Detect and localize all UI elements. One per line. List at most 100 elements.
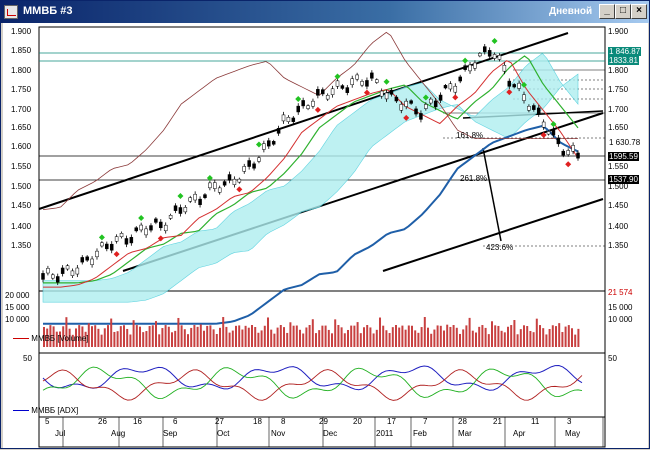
month-label-4: Nov xyxy=(271,429,286,438)
volume-bar-57 xyxy=(225,326,228,347)
volume-bar-128 xyxy=(452,325,455,347)
price-tick-2: 1.800 xyxy=(11,66,32,75)
volume-bar-67 xyxy=(257,332,260,347)
price-right-tick-8: 1.400 xyxy=(608,222,629,231)
candle-body-90 xyxy=(482,46,487,53)
price-right-tick-1: 1.800 xyxy=(608,66,629,75)
candle-body-93 xyxy=(497,55,502,60)
volume-bar-34 xyxy=(151,325,154,347)
volume-bar-45 xyxy=(187,334,189,347)
chart-app-icon[interactable] xyxy=(4,5,18,19)
candle-body-86 xyxy=(463,65,467,70)
close-button[interactable]: × xyxy=(631,4,647,19)
volume-bar-9 xyxy=(71,334,74,347)
candle-body-50 xyxy=(286,117,291,122)
volume-bar-62 xyxy=(241,329,244,347)
fractal-down-8 xyxy=(540,131,547,138)
month-label-5: Dec xyxy=(323,429,338,438)
volume-bar-84 xyxy=(311,319,314,347)
volume-bar-53 xyxy=(212,329,215,347)
volume-bar-72 xyxy=(273,333,276,347)
candle-body-46 xyxy=(267,140,271,147)
adx-pane[interactable] xyxy=(38,352,606,418)
candle-body-83 xyxy=(448,83,453,90)
volume-bar-78 xyxy=(292,325,295,347)
candle-body-7 xyxy=(75,267,80,275)
volume-bar-108 xyxy=(388,332,391,347)
volume-bar-125 xyxy=(443,330,445,347)
volume-bar-70 xyxy=(267,317,269,347)
chart-svg[interactable] xyxy=(3,23,648,448)
volume-bar-146 xyxy=(510,325,513,347)
day-label-8: 20 xyxy=(353,417,362,426)
candle-body-40 xyxy=(237,178,242,183)
month-label-9: Apr xyxy=(513,429,526,438)
volume-bar-166 xyxy=(574,334,577,347)
volume-bar-111 xyxy=(398,327,401,347)
channel-upper xyxy=(38,32,569,210)
price-marker-5: 1537.90 xyxy=(608,175,639,184)
cloud-band xyxy=(42,52,579,303)
fractal-up-10 xyxy=(491,38,498,45)
volume-bar-115 xyxy=(411,325,413,347)
volume-bar-8 xyxy=(68,328,71,347)
candle-body-28 xyxy=(178,207,183,214)
volume-bar-103 xyxy=(372,333,375,347)
volume-legend-text: ММВБ [Volume] xyxy=(31,334,89,343)
volume-bar-98 xyxy=(356,322,359,347)
volume-bar-18 xyxy=(100,334,103,347)
month-label-8: Mar xyxy=(458,429,472,438)
volume-bar-61 xyxy=(238,325,241,347)
minimize-button[interactable]: _ xyxy=(599,4,615,19)
adx-legend-text: ММВБ [ADX] xyxy=(31,406,79,415)
volume-bar-97 xyxy=(353,325,356,347)
maximize-button[interactable]: □ xyxy=(615,4,631,19)
candle-body-75 xyxy=(409,100,413,104)
volume-bar-109 xyxy=(391,327,394,347)
candle-body-61 xyxy=(340,85,345,89)
fractal-down-2 xyxy=(236,186,243,193)
candle-body-78 xyxy=(424,104,428,109)
candle-body-2 xyxy=(51,274,55,279)
fractal-up-6 xyxy=(334,73,341,80)
day-label-10: 7 xyxy=(423,417,428,426)
volume-bar-66 xyxy=(254,327,257,347)
candle-body-66 xyxy=(365,80,369,87)
volume-bar-143 xyxy=(500,330,503,347)
volume-bar-35 xyxy=(155,321,157,347)
fractal-up-3 xyxy=(206,175,213,182)
volume-bar-145 xyxy=(507,326,509,347)
volume-bar-4 xyxy=(55,331,58,347)
volume-last-value: 21 574 xyxy=(608,288,633,297)
day-label-14: 3 xyxy=(567,417,572,426)
moving-average-green xyxy=(43,55,579,284)
volume-bar-26 xyxy=(126,328,129,347)
volume-bar-90 xyxy=(331,333,333,347)
volume-bar-38 xyxy=(164,325,167,347)
month-label-1: Aug xyxy=(111,429,126,438)
volume-bar-74 xyxy=(279,325,282,347)
moving-average-red xyxy=(43,60,579,288)
volume-legend: ММВБ [Volume] xyxy=(13,334,89,343)
month-label-10: May xyxy=(565,429,581,438)
chart-area[interactable]: 1.900 1.850 1.800 1.750 1.700 1.650 1.600 1.550… xyxy=(3,23,648,448)
candle-body-14 xyxy=(109,243,114,251)
volume-bar-63 xyxy=(244,325,247,347)
month-label-0: Jul xyxy=(55,429,66,438)
volume-tick-15000: 15 000 xyxy=(5,303,30,312)
volume-bar-110 xyxy=(395,325,397,347)
fractal-up-4 xyxy=(255,141,262,148)
title-bar[interactable]: ММВБ #3 Дневной _ □ × xyxy=(1,1,649,23)
volume-bar-158 xyxy=(548,328,551,347)
adx-tick-50: 50 xyxy=(23,354,32,363)
volume-bar-167 xyxy=(577,328,580,347)
candle-body-68 xyxy=(375,79,379,83)
volume-bar-156 xyxy=(542,328,545,347)
volume-bar-82 xyxy=(305,327,308,347)
candle-body-103 xyxy=(546,131,551,135)
candle-body-95 xyxy=(507,80,512,87)
volume-bar-134 xyxy=(471,330,474,347)
volume-bar-20 xyxy=(107,325,109,347)
volume-bar-42 xyxy=(177,317,180,347)
